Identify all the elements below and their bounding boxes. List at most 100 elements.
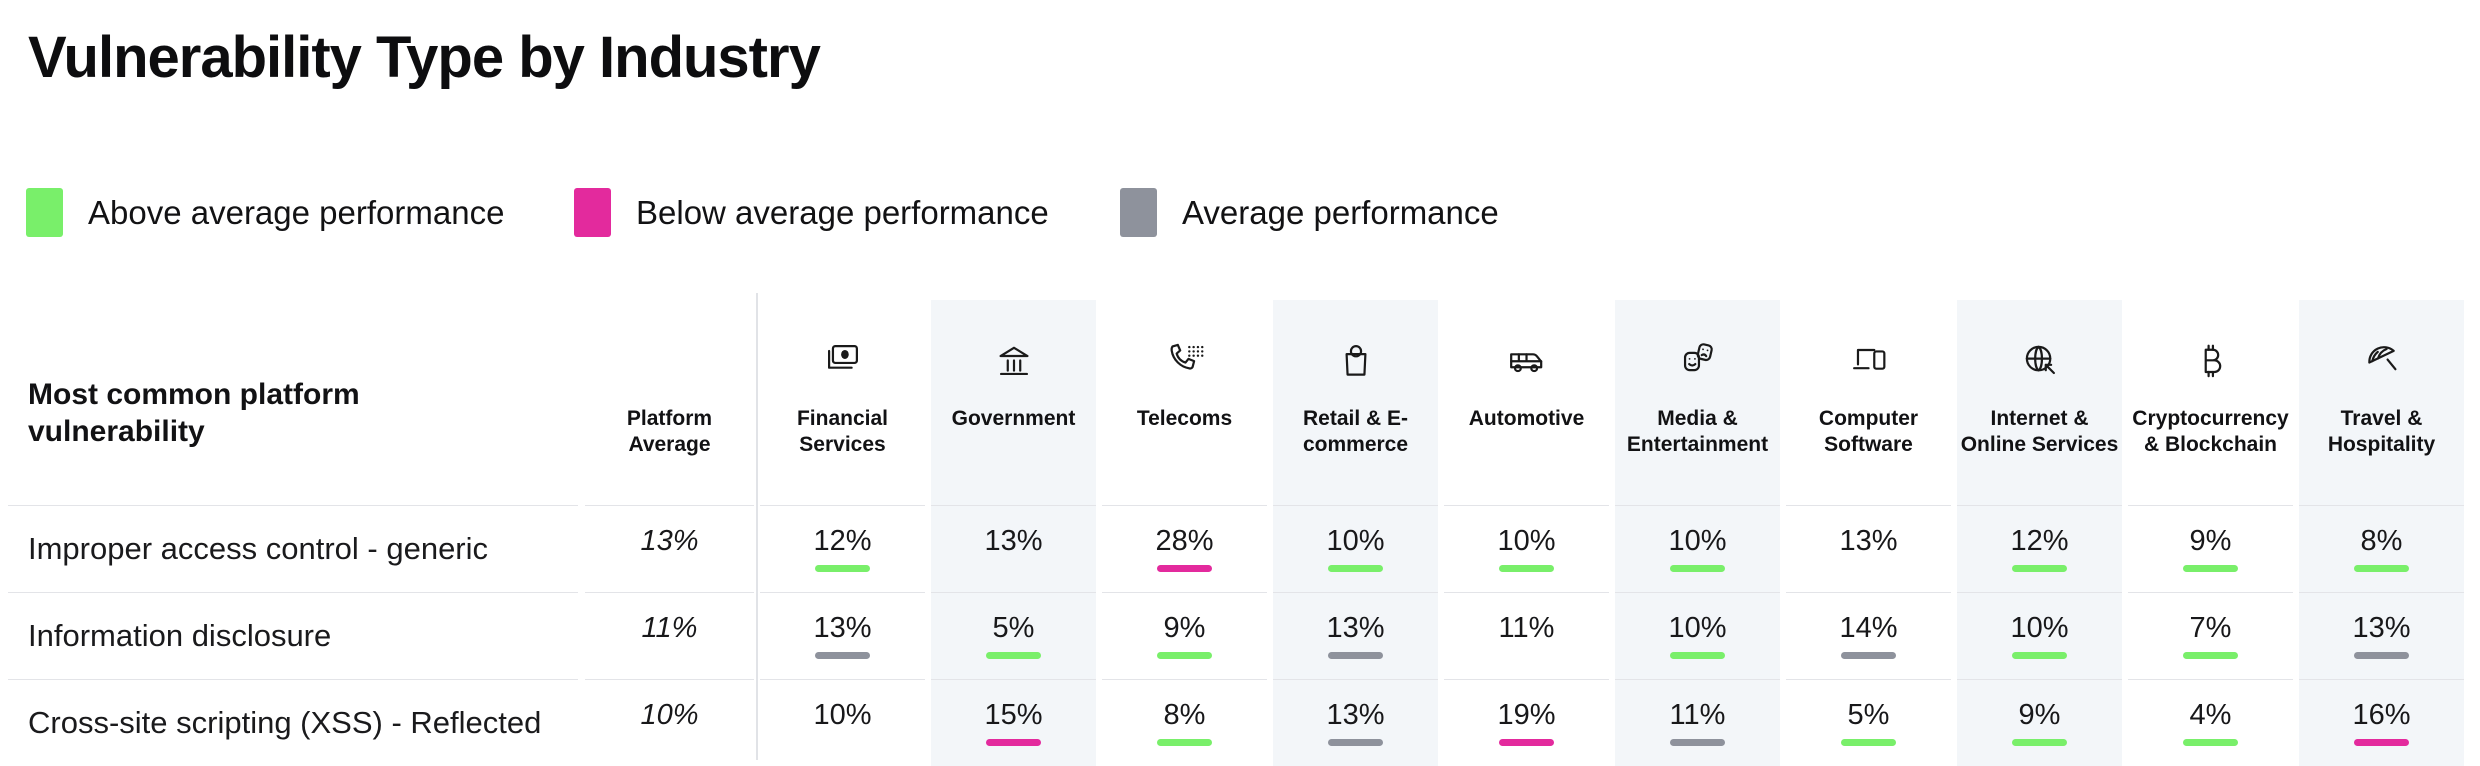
value-cell: 13% [757, 592, 928, 679]
value-cell: 14% [1783, 592, 1954, 679]
performance-bar-average [1328, 739, 1383, 746]
value-text: 11% [1669, 699, 1726, 731]
value-text: 12% [813, 525, 872, 557]
value-text: 10% [1668, 612, 1727, 644]
value-cell: 9% [2125, 505, 2296, 592]
phone-keypad-icon [1162, 336, 1208, 386]
value-text: 7% [2189, 612, 2232, 644]
column-header-label: Automotive [1468, 407, 1585, 430]
column-header: Financial Services [757, 300, 928, 505]
row-header-cell: Most common platform vulnerability [0, 300, 582, 505]
column-header-label: Financial Services [796, 407, 889, 456]
value-cell: 10% [1612, 505, 1783, 592]
performance-bar-average [2354, 652, 2409, 659]
column-header: Media & Entertainment [1612, 300, 1783, 505]
laptop-phone-icon [1846, 336, 1892, 386]
value-text: 13% [1326, 612, 1385, 644]
legend-swatch-below [574, 188, 611, 237]
value-cell: 11% [1441, 592, 1612, 679]
column-header: Computer Software [1783, 300, 1954, 505]
page-title: Vulnerability Type by Industry [28, 25, 821, 90]
value-text: 8% [2360, 525, 2403, 557]
value-cell: 9% [1099, 592, 1270, 679]
platform-average-cell: 13% [582, 505, 757, 592]
performance-bar-below [2354, 739, 2409, 746]
performance-bar-above [1157, 739, 1212, 746]
bank-icon [991, 336, 1037, 386]
performance-bar-above [1841, 739, 1896, 746]
performance-bar-average [1328, 652, 1383, 659]
value-text: 13% [1326, 699, 1385, 731]
value-cell: 4% [2125, 679, 2296, 766]
value-cell: 10% [1954, 592, 2125, 679]
performance-bar-above [2183, 565, 2238, 572]
value-cell: 10% [1270, 505, 1441, 592]
performance-bar-above [1157, 652, 1212, 659]
value-text: 10% [1497, 525, 1556, 557]
vulnerability-name: Information disclosure [0, 592, 582, 679]
platform-average-value: 10% [640, 699, 699, 731]
value-text: 13% [813, 612, 872, 644]
value-cell: 15% [928, 679, 1099, 766]
value-text: 10% [1326, 525, 1385, 557]
value-text: 13% [2352, 612, 2411, 644]
value-cell: 13% [1270, 679, 1441, 766]
column-header-label: Telecoms [1136, 407, 1233, 430]
value-cell: 7% [2125, 592, 2296, 679]
value-cell: 11% [1612, 679, 1783, 766]
value-text: 10% [1668, 525, 1727, 557]
shuttle-van-icon [1504, 336, 1550, 386]
performance-bar-above [2354, 565, 2409, 572]
column-header-label: Government [951, 407, 1076, 430]
value-cell: 13% [2296, 592, 2467, 679]
platform-average-header-label: Platform Average [626, 407, 713, 456]
performance-bar-average [815, 652, 870, 659]
value-text: 19% [1497, 699, 1556, 731]
performance-bar-above [986, 652, 1041, 659]
performance-bar-above [1670, 565, 1725, 572]
performance-bar-average [1670, 739, 1725, 746]
value-cell: 13% [928, 505, 1099, 592]
platform-average-value: 11% [641, 612, 698, 644]
legend-item-below: Below average performance [574, 188, 1049, 237]
column-header-label: Internet & Online Services [1960, 407, 2119, 456]
value-cell: 28% [1099, 505, 1270, 592]
performance-bar-below [1157, 565, 1212, 572]
value-text: 12% [2010, 525, 2069, 557]
value-text: 16% [2352, 699, 2411, 731]
value-text: 9% [1163, 612, 1206, 644]
table-row: Information disclosure 11% 13% 5% 9% 13% 11% 10… [0, 592, 2467, 679]
value-text: 9% [2189, 525, 2232, 557]
value-text: 5% [1847, 699, 1890, 731]
value-text: 9% [2018, 699, 2061, 731]
value-cell: 16% [2296, 679, 2467, 766]
value-cell: 5% [928, 592, 1099, 679]
shopping-bag-icon [1333, 336, 1379, 386]
column-header: Automotive [1441, 300, 1612, 505]
column-header: Internet & Online Services [1954, 300, 2125, 505]
performance-bar-below [1499, 739, 1554, 746]
value-cell: 13% [1783, 505, 1954, 592]
value-text: 5% [992, 612, 1035, 644]
value-cell: 9% [1954, 679, 2125, 766]
performance-bar-above [1499, 565, 1554, 572]
average-columns-divider [756, 293, 758, 760]
legend-swatch-above [26, 188, 63, 237]
performance-bar-above [2012, 565, 2067, 572]
column-header: Telecoms [1099, 300, 1270, 505]
value-cell: 10% [757, 679, 928, 766]
table-row: Cross-site scripting (XSS) - Reflected 10… [0, 679, 2467, 766]
column-header-label: Cryptocurrency & Blockchain [2132, 407, 2289, 456]
platform-average-cell: 10% [582, 679, 757, 766]
legend-item-above: Above average performance [26, 188, 504, 237]
table-row: Improper access control - generic 13% 12% 1… [0, 505, 2467, 592]
performance-bar-above [2012, 652, 2067, 659]
vulnerability-name: Cross-site scripting (XSS) - Reflected [0, 679, 582, 766]
value-cell: 10% [1612, 592, 1783, 679]
value-text: 8% [1163, 699, 1206, 731]
theater-masks-icon [1675, 336, 1721, 386]
bitcoin-icon [2188, 336, 2234, 386]
column-header-label: Retail & E-commerce [1302, 407, 1409, 456]
row-header-title: Most common platform vulnerability [28, 378, 360, 448]
